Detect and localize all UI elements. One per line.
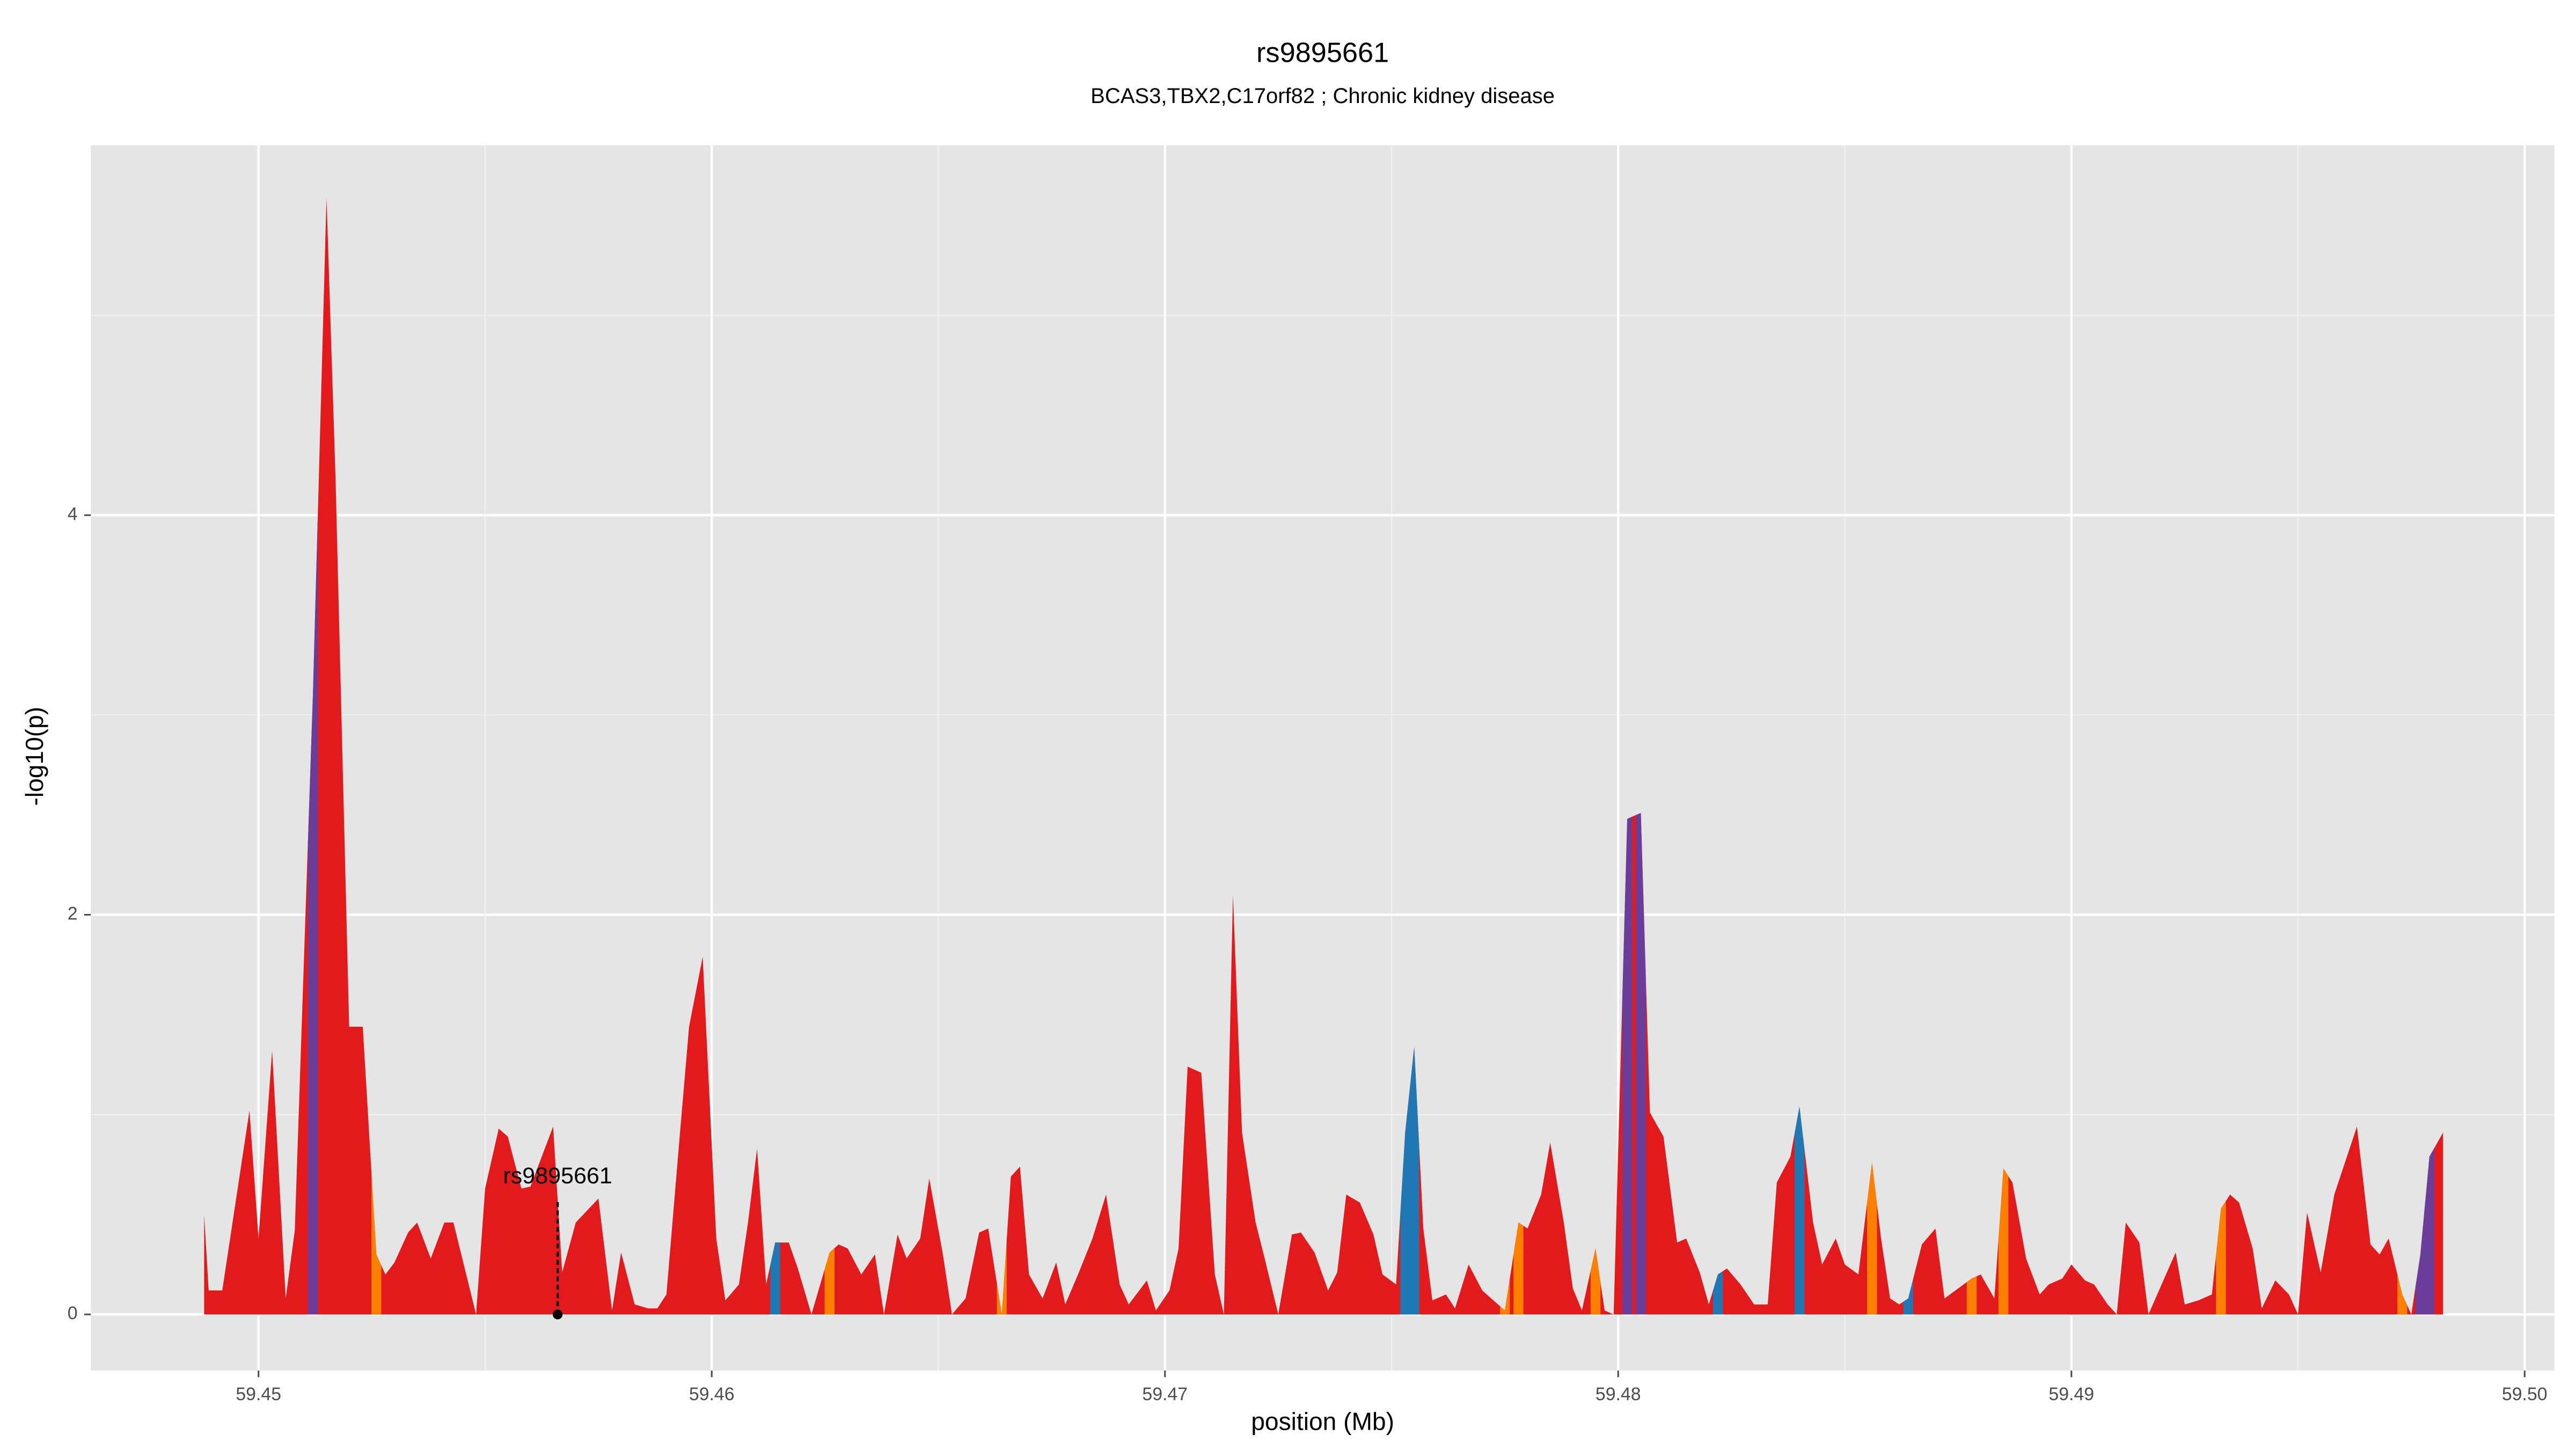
variant-strip — [1622, 816, 1633, 1315]
marks: rs9895661 — [204, 197, 2443, 1320]
x-tick-label: 59.47 — [1142, 1384, 1188, 1404]
variant-strip — [1998, 1168, 2009, 1315]
x-axis-label: position (Mb) — [1251, 1407, 1394, 1435]
variant-strip — [1713, 1271, 1723, 1315]
plot-panel — [91, 145, 2555, 1371]
variant-strip — [2216, 1201, 2226, 1315]
y-tick-label: 0 — [68, 1303, 78, 1323]
variant-strip — [824, 1248, 835, 1315]
variant-strip — [770, 1242, 780, 1315]
x-tick-label: 59.49 — [2048, 1384, 2094, 1404]
variant-strip — [1903, 1278, 1913, 1315]
variant-strip — [2397, 1274, 2407, 1315]
x-tick-label: 59.46 — [689, 1384, 735, 1404]
variant-strip — [371, 1171, 382, 1315]
y-axis-label: -log10(p) — [20, 707, 48, 806]
variant-strip — [1794, 1107, 1805, 1315]
variant-strip — [997, 1239, 1007, 1315]
x-tick-label: 59.45 — [236, 1384, 281, 1404]
chart-title: rs9895661 — [1256, 37, 1389, 68]
variant-strip — [1867, 1162, 1877, 1315]
variant-strip — [1400, 1085, 1410, 1315]
variant-strip — [1513, 1222, 1524, 1315]
variant-strip — [308, 514, 318, 1315]
y-tick-label: 4 — [68, 504, 78, 524]
variant-strip — [1966, 1276, 1977, 1315]
variant-strip — [1409, 1046, 1419, 1315]
y-tick-label: 2 — [68, 904, 78, 924]
annotation-point — [552, 1309, 563, 1320]
chart-subtitle: BCAS3,TBX2,C17orf82 ; Chronic kidney dis… — [1091, 84, 1555, 108]
variant-strip — [2415, 1201, 2426, 1315]
variant-strip — [2424, 1147, 2435, 1315]
variant-strip — [1636, 813, 1646, 1315]
variant-strip — [1590, 1248, 1601, 1315]
axes: 59.45 59.46 59.47 59.48 59.49 59.50 0 2 4 — [68, 504, 2548, 1404]
variant-strip — [1499, 1278, 1510, 1315]
annotation-label: rs9895661 — [503, 1163, 612, 1189]
x-tick-label: 59.50 — [2502, 1384, 2548, 1404]
x-tick-label: 59.48 — [1596, 1384, 1641, 1404]
